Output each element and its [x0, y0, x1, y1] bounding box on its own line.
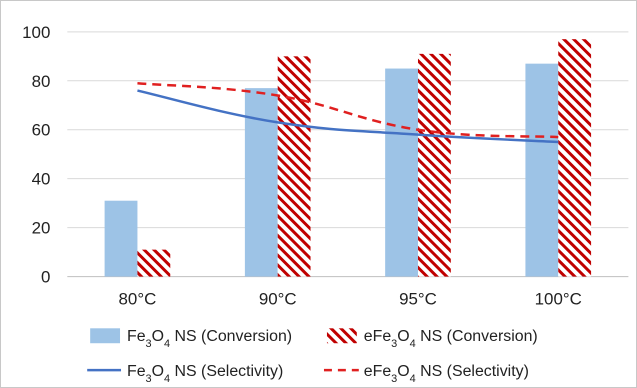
bar-fe3o4-conversion: [104, 200, 138, 277]
y-tick-label: 40: [32, 170, 51, 189]
x-axis-ticks: 80°C 90°C 95°C 100°C: [119, 289, 582, 308]
x-tick-label: 90°C: [259, 289, 297, 308]
bar-fe3o4-conversion: [525, 63, 559, 277]
legend-item-fe3o4-conversion: Fe3O4 NS (Conversion): [90, 328, 292, 350]
legend-swatch-hatched: [326, 328, 357, 344]
legend-label-efe3o4-selectivity: eFe3O4 NS (Selectivity): [364, 363, 529, 385]
x-tick-label: 95°C: [399, 289, 437, 308]
legend-label-fe3o4-conversion: Fe3O4 NS (Conversion): [127, 328, 292, 350]
y-tick-label: 60: [32, 121, 51, 140]
bar-efe3o4-conversion: [417, 53, 451, 277]
bars: [104, 39, 592, 277]
legend-item-efe3o4-selectivity: eFe3O4 NS (Selectivity): [323, 363, 529, 385]
legend-swatch-solid: [90, 328, 121, 344]
bar-efe3o4-conversion: [137, 249, 171, 277]
y-tick-label: 80: [32, 72, 51, 91]
y-axis-ticks: 0 20 40 60 80 100: [22, 23, 50, 287]
x-tick-label: 100°C: [535, 289, 582, 308]
x-tick-label: 80°C: [119, 289, 157, 308]
legend-label-efe3o4-conversion: eFe3O4 NS (Conversion): [364, 328, 538, 350]
y-tick-label: 100: [22, 23, 50, 42]
y-tick-label: 0: [41, 268, 50, 287]
legend-item-efe3o4-conversion: eFe3O4 NS (Conversion): [326, 328, 538, 350]
legend-label-fe3o4-selectivity: Fe3O4 NS (Selectivity): [127, 363, 283, 385]
bar-fe3o4-conversion: [385, 68, 418, 277]
selectivity-lines: [137, 81, 559, 144]
bar-efe3o4-conversion: [277, 56, 311, 277]
y-tick-label: 20: [32, 219, 51, 238]
line-fe3o4-selectivity: [137, 89, 559, 144]
legend: Fe3O4 NS (Conversion) eFe3O4 NS (Convers…: [87, 328, 538, 385]
legend-item-fe3o4-selectivity: Fe3O4 NS (Selectivity): [87, 363, 283, 385]
bar-efe3o4-conversion: [558, 39, 592, 277]
line-efe3o4-selectivity: [137, 81, 559, 139]
